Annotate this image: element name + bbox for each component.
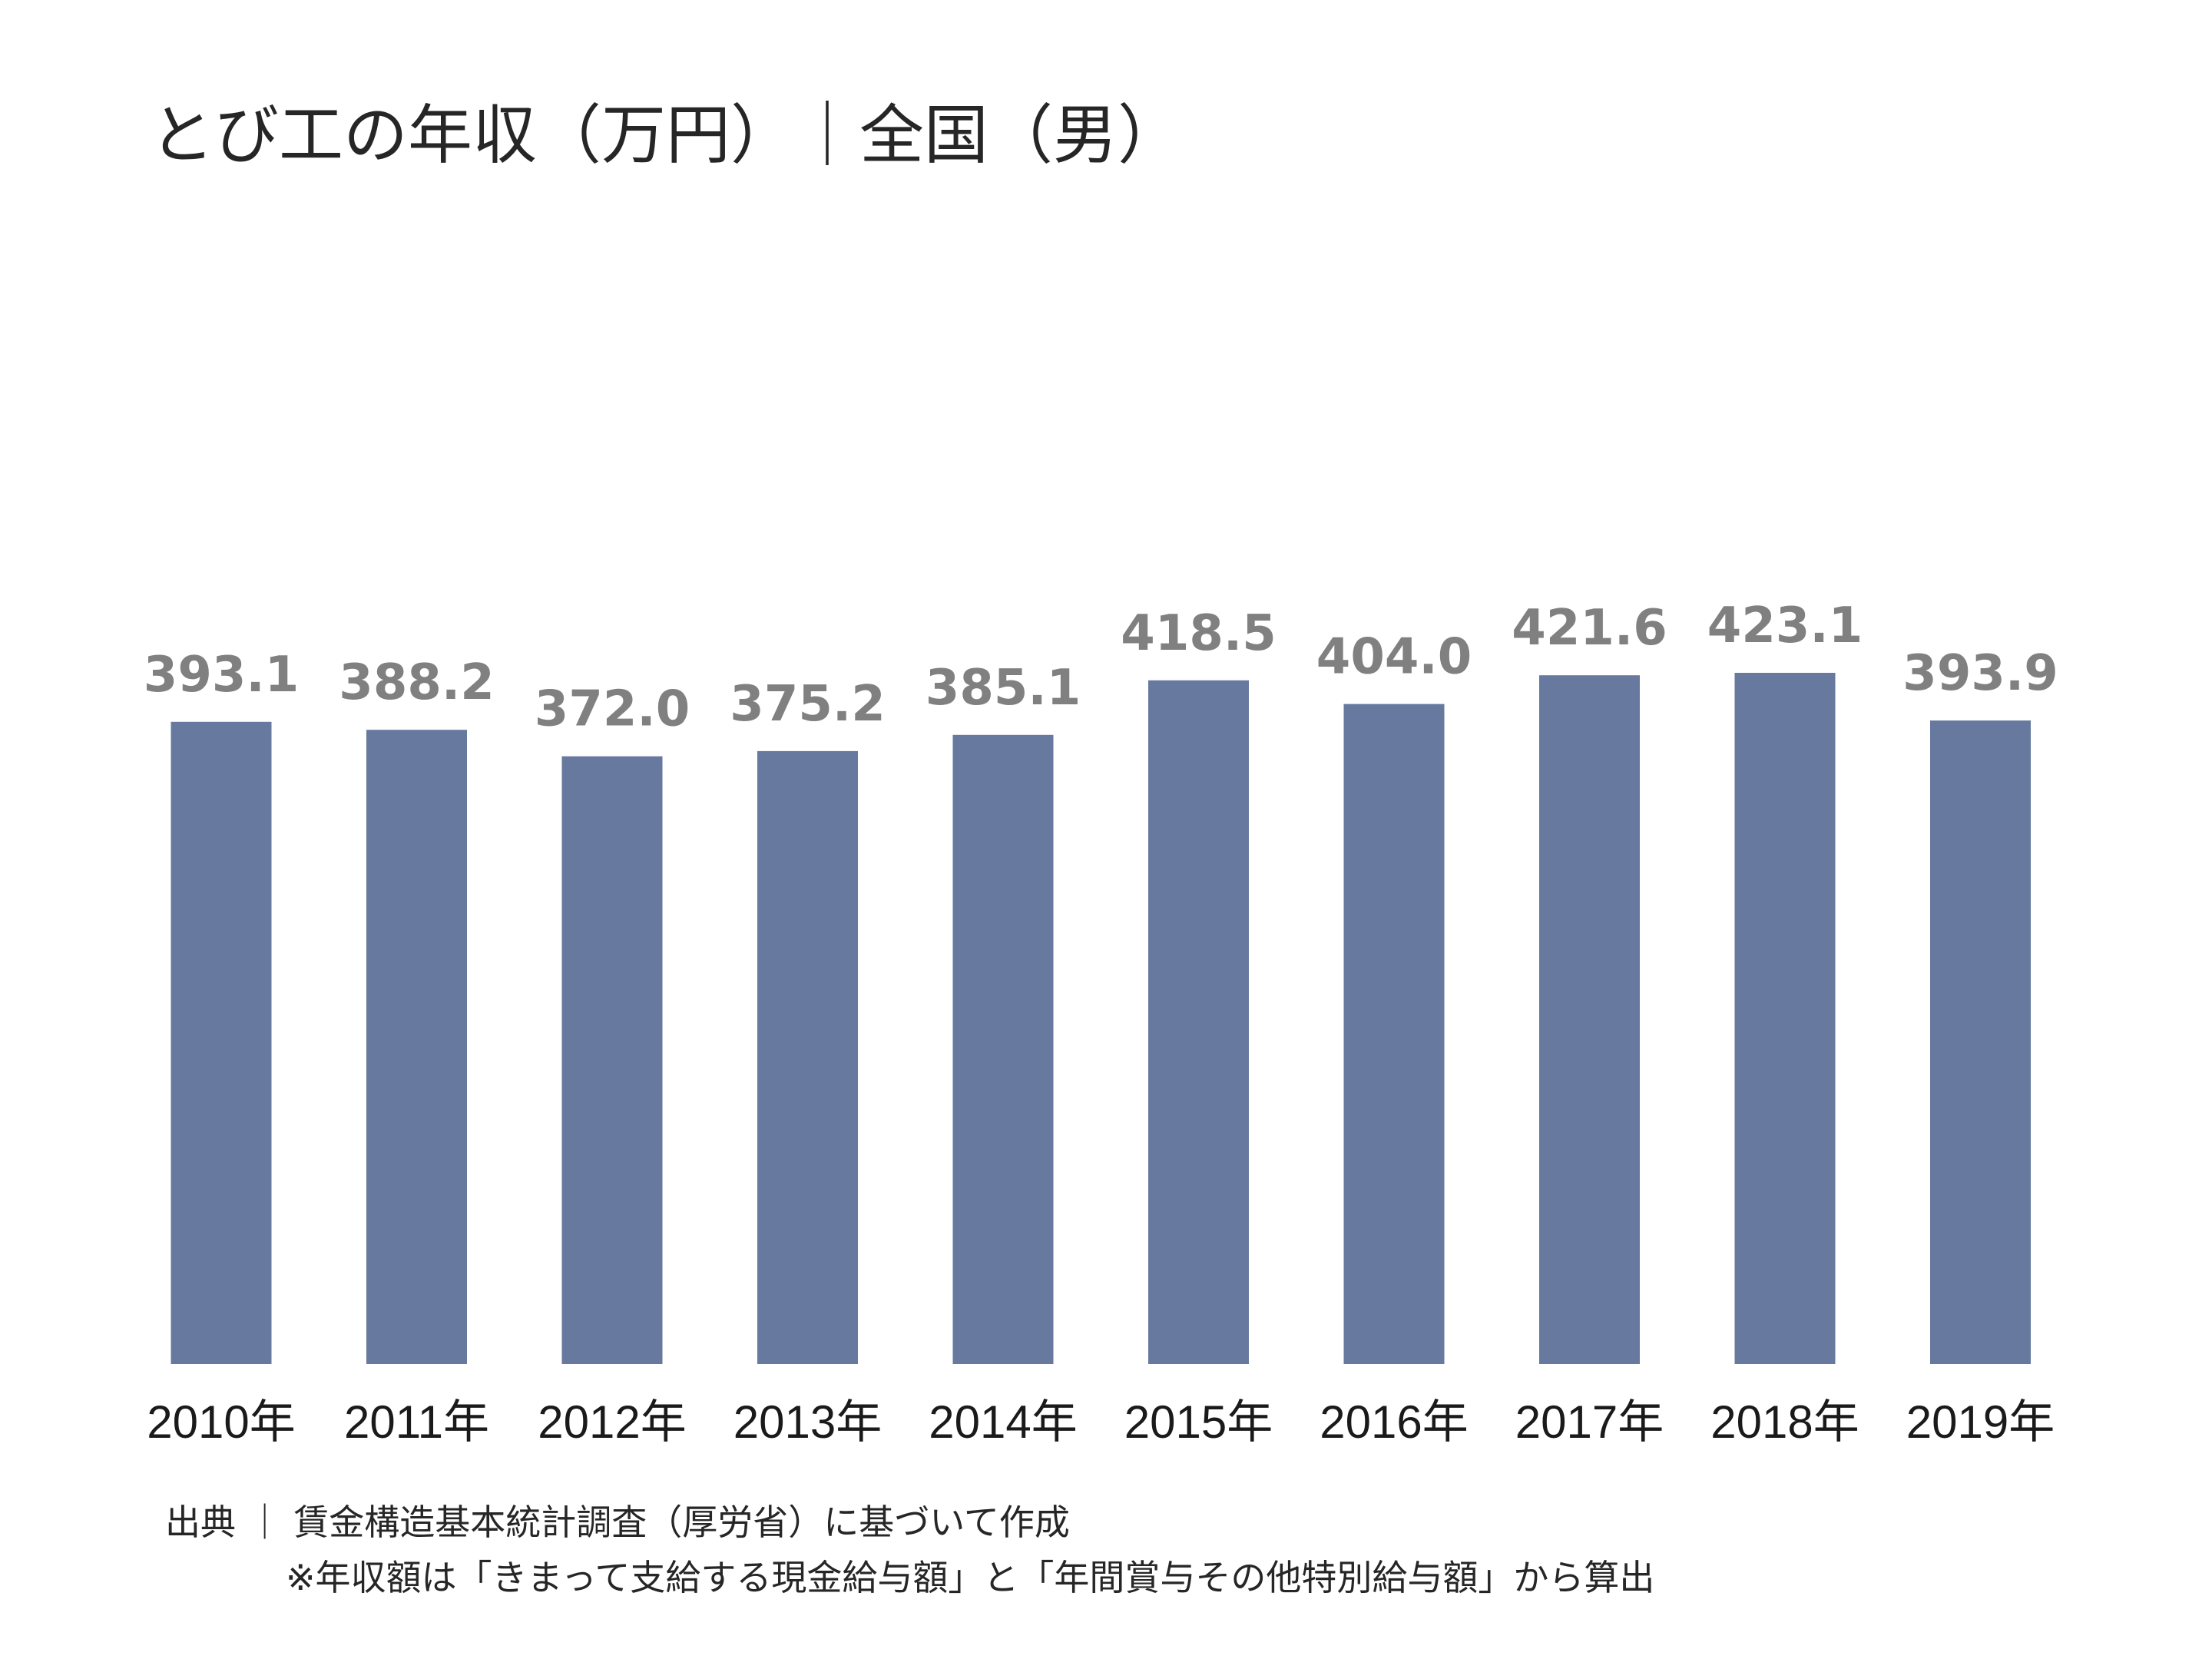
value-label: 385.1 (926, 660, 1081, 717)
x-tick-label: 2018年 (1710, 1396, 1859, 1448)
x-tick-label: 2015年 (1124, 1396, 1273, 1448)
bar-2011年 (366, 730, 467, 1364)
source-note: 出典 ｜ 賃金構造基本統計調査（厚労省）に基づいて作成 (165, 1502, 1070, 1543)
value-label: 393.9 (1902, 645, 2058, 702)
value-label: 388.2 (339, 654, 494, 711)
value-label: 375.2 (730, 676, 885, 733)
value-label: 421.6 (1512, 600, 1667, 657)
bar-2013年 (757, 750, 858, 1364)
value-labels-group: 393.1 388.2 372.0 375.2 385.1 418.5 404.0 421.6… (144, 598, 2058, 738)
x-tick-label: 2012年 (538, 1396, 686, 1448)
calculation-note: ※年収額は「きまって支給する現金給与額」と「年間賞与その他特別給与額」から算出 (286, 1557, 1654, 1598)
x-tick-label: 2019年 (1906, 1396, 2055, 1448)
x-tick-label: 2011年 (344, 1396, 489, 1448)
value-label: 404.0 (1316, 629, 1472, 686)
bar-2017年 (1539, 675, 1640, 1364)
value-label: 372.0 (535, 681, 690, 738)
x-tick-label: 2014年 (929, 1396, 1077, 1448)
x-axis-tick-labels: 2010年 2011年 2012年 2013年 2014年 2015年 2016年 2017年… (147, 1396, 2055, 1448)
bar-2015年 (1148, 680, 1249, 1364)
bar-2019年 (1930, 720, 2031, 1364)
x-tick-label: 2013年 (733, 1396, 882, 1448)
x-tick-label: 2010年 (147, 1396, 295, 1448)
bar-2018年 (1734, 673, 1836, 1364)
value-label: 423.1 (1707, 598, 1863, 654)
x-tick-label: 2017年 (1515, 1396, 1664, 1448)
x-tick-label: 2016年 (1320, 1396, 1468, 1448)
chart-title: とび工の年収（万円）｜全国（男） (150, 98, 1182, 173)
value-label: 393.1 (144, 647, 299, 704)
bar-2016年 (1343, 704, 1445, 1364)
value-label: 418.5 (1121, 605, 1276, 662)
bars-group (171, 673, 2031, 1364)
bar-2014年 (952, 734, 1054, 1364)
bar-2010年 (171, 721, 272, 1364)
bar-2012年 (561, 756, 663, 1364)
